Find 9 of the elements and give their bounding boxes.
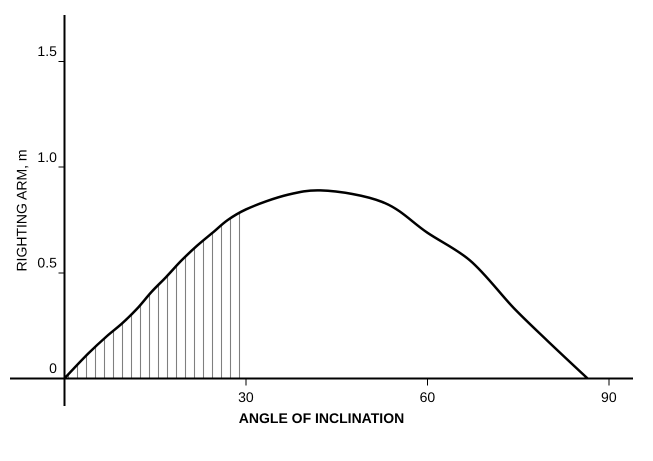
x-tick-label: 30: [238, 389, 254, 406]
x-tick-label: 90: [601, 389, 617, 406]
x-tick-label: 60: [420, 389, 436, 406]
y-tick-label: 0: [49, 360, 58, 376]
y-tick-label: 1.0: [37, 148, 58, 165]
y-tick-label: 1.5: [37, 43, 58, 60]
y-axis-title: RIGHTING ARM, m: [14, 149, 30, 272]
x-axis-title: ANGLE OF INCLINATION: [238, 410, 404, 426]
y-tick-label: 0.5: [37, 254, 58, 270]
